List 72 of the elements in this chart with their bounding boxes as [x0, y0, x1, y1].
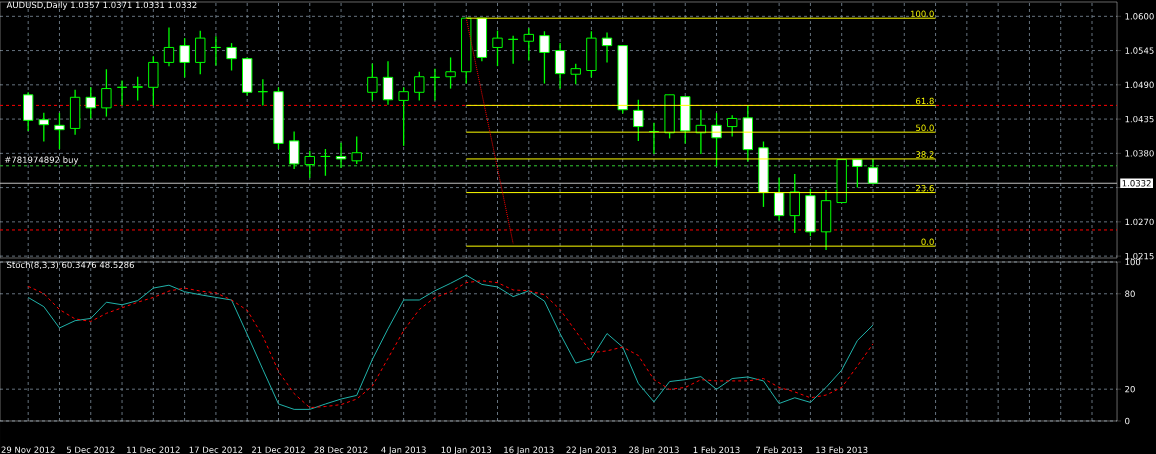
candlestick [711, 112, 722, 168]
candlestick [648, 122, 660, 155]
candlestick [570, 63, 581, 85]
candlestick [210, 35, 222, 67]
candlestick [492, 29, 503, 67]
x-tick-label: 21 Dec 2012 [251, 446, 305, 453]
series-label: 0.0 [921, 238, 934, 245]
candlestick [852, 158, 863, 189]
y-tick-label: 1.0600 [1125, 13, 1154, 20]
candlestick [398, 86, 409, 147]
x-tick-label: 22 Jan 2013 [566, 446, 617, 454]
x-tick-label: 29 Nov 2012 [1, 446, 55, 453]
candlestick [304, 150, 315, 179]
y-tick-label: 1.0215 [1125, 252, 1154, 260]
candlestick [288, 130, 300, 170]
y-tick-label: 1.0380 [1125, 150, 1154, 157]
candlestick [429, 67, 441, 102]
candlestick [601, 31, 613, 64]
x-tick-label: 16 Jan 2013 [504, 446, 554, 454]
candlestick [257, 78, 269, 107]
y-tick-label: 0 [1125, 417, 1130, 425]
candlestick [382, 60, 394, 106]
candlestick [85, 86, 96, 120]
chart-title: Stoch(8,3,3) 60.3476 48.5286 [7, 261, 134, 270]
candlestick [367, 63, 378, 102]
series-label: 100.0 [910, 10, 934, 17]
candlestick [132, 76, 143, 102]
y-tick-label: 1.0490 [1125, 81, 1154, 89]
candlestick [523, 27, 534, 62]
x-tick-label: 13 Feb 2013 [816, 446, 868, 454]
candlestick [226, 42, 237, 72]
candlestick [163, 26, 175, 67]
candlestick [101, 68, 112, 118]
candlestick [539, 30, 550, 85]
candlestick [179, 37, 190, 79]
candlestick [445, 56, 456, 90]
candlestick [773, 176, 785, 222]
candlestick [351, 135, 362, 165]
candlestick [320, 148, 331, 177]
x-tick-label: 10 Jan 2013 [441, 446, 491, 454]
series-label: 50.0 [916, 124, 934, 131]
x-tick-label: 11 Dec 2012 [127, 446, 180, 453]
x-tick-label: 7 Feb 2013 [756, 446, 803, 454]
chart-title: AUDUSD,Daily 1.0357 1.0371 1.0331 1.0332 [6, 1, 197, 10]
y-tick-label: 100 [1125, 258, 1141, 266]
candlestick [633, 99, 644, 142]
ref-line-label: 1.0332 [1122, 180, 1151, 187]
y-tick-label: 20 [1125, 385, 1135, 393]
candlestick [726, 114, 738, 138]
candlestick [116, 79, 128, 107]
y-tick-label: 1.0270 [1125, 218, 1154, 226]
candlestick [335, 142, 347, 169]
series-label: 61.8 [916, 97, 934, 105]
ref-line-label: #781974892 buy [4, 156, 79, 165]
candlestick [38, 112, 50, 143]
candlestick [414, 71, 425, 102]
candlestick [867, 158, 879, 185]
y-tick-label: 80 [1125, 290, 1135, 298]
x-tick-label: 4 Jan 2013 [381, 446, 426, 454]
series-label: 38.2 [916, 151, 934, 158]
candlestick [507, 34, 519, 65]
x-tick-label: 17 Dec 2012 [189, 446, 243, 453]
y-tick-label: 1.0545 [1125, 47, 1154, 54]
candlestick [54, 112, 65, 150]
candlestick [554, 42, 566, 90]
x-tick-label: 28 Dec 2012 [314, 446, 368, 453]
y-tick-label: 1.0435 [1125, 115, 1154, 123]
candlestick [789, 173, 800, 234]
series-label: 23.6 [916, 184, 934, 192]
x-tick-label: 28 Jan 2013 [629, 446, 679, 454]
x-tick-label: 5 Dec 2012 [66, 446, 115, 453]
x-tick-label: 1 Feb 2013 [693, 446, 740, 454]
